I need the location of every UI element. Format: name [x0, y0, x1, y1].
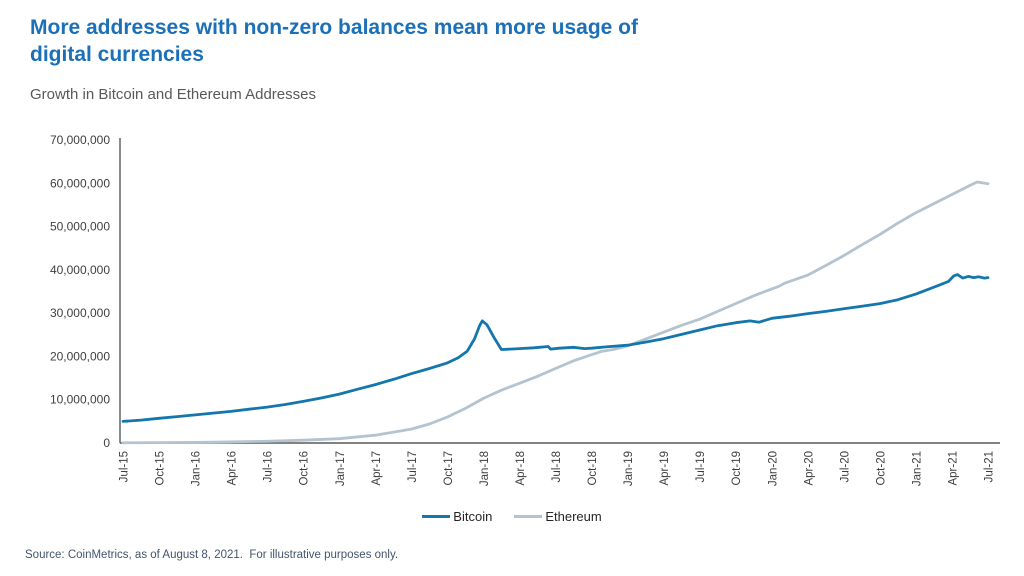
- x-tick-label: Jan-16: [191, 451, 203, 486]
- x-tick-label: Jan-17: [335, 451, 347, 486]
- x-tick-label: Apr-18: [515, 451, 527, 486]
- x-tick-label: Oct-20: [875, 451, 887, 486]
- ethereum-series-line: [121, 180, 990, 445]
- y-tick-label: 30,000,000: [50, 306, 110, 320]
- page-title-line-2: digital currencies: [30, 43, 204, 66]
- page-title: More addresses with non-zero balances me…: [30, 14, 790, 68]
- y-tick-label: 60,000,000: [50, 176, 110, 190]
- chart-legend: Bitcoin Ethereum: [0, 509, 1024, 524]
- x-tick-label: Jan-18: [479, 451, 491, 486]
- y-tick-label: 40,000,000: [50, 263, 110, 277]
- x-tick-label: Oct-19: [731, 451, 743, 486]
- x-tick-label: Oct-16: [299, 451, 311, 486]
- source-note: Source: CoinMetrics, as of August 8, 202…: [25, 549, 399, 561]
- x-axis-tick-labels: Jul-15 Oct-15 Jan-16 Apr-16 Jul-16 Oct-16 Jan-…: [119, 451, 996, 486]
- x-tick-label: Jan-19: [623, 451, 635, 486]
- x-tick-label: Apr-21: [947, 451, 959, 486]
- x-tick-label: Apr-20: [803, 451, 815, 486]
- x-tick-label: Jul-18: [551, 451, 563, 482]
- bitcoin-series-line: [121, 273, 990, 423]
- page-title-line-1: More addresses with non-zero balances me…: [30, 16, 639, 39]
- x-tick-label: Oct-15: [155, 451, 167, 486]
- legend-item-ethereum: Ethereum: [514, 509, 602, 524]
- y-tick-label: 50,000,000: [50, 220, 110, 234]
- x-tick-label: Apr-16: [227, 451, 239, 486]
- y-axis-tick-labels: 0 10,000,000 20,000,000 30,000,000 40,000,00…: [50, 133, 110, 450]
- x-tick-label: Apr-17: [371, 451, 383, 486]
- x-tick-label: Jul-16: [263, 451, 275, 482]
- bitcoin-line-swatch: [422, 515, 451, 518]
- legend-item-bitcoin: Bitcoin: [422, 509, 492, 524]
- x-tick-label: Oct-18: [587, 451, 599, 486]
- x-tick-label: Jan-21: [911, 451, 923, 486]
- y-tick-label: 70,000,000: [50, 133, 110, 147]
- legend-label-bitcoin: Bitcoin: [453, 509, 493, 524]
- x-tick-label: Jul-19: [695, 451, 707, 482]
- y-tick-label: 0: [103, 436, 110, 450]
- x-tick-label: Jul-17: [407, 451, 419, 482]
- x-tick-label: Oct-17: [443, 451, 455, 486]
- x-tick-label: Jul-15: [119, 451, 131, 482]
- y-tick-label: 10,000,000: [50, 393, 110, 407]
- chart-subtitle: Growth in Bitcoin and Ethereum Addresses: [30, 86, 316, 103]
- x-tick-label: Jan-20: [767, 451, 779, 486]
- x-tick-label: Apr-19: [659, 451, 671, 486]
- ethereum-line-swatch: [514, 515, 543, 518]
- x-tick-label: Jul-20: [839, 451, 851, 482]
- x-tick-label: Jul-21: [984, 451, 996, 482]
- y-tick-label: 20,000,000: [50, 349, 110, 363]
- legend-label-ethereum: Ethereum: [545, 509, 602, 524]
